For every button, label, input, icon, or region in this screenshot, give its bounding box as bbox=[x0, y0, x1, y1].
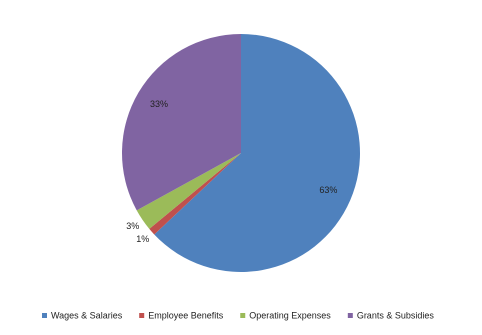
legend-marker bbox=[42, 313, 47, 318]
legend-label: Employee Benefits bbox=[148, 310, 224, 320]
pie-slice bbox=[136, 153, 241, 229]
pie-slice bbox=[121, 34, 241, 211]
data-label: 1% bbox=[136, 234, 149, 244]
legend-marker bbox=[240, 313, 246, 318]
legend-label: Wages & Salaries bbox=[51, 310, 123, 320]
legend-label: Operating Expenses bbox=[249, 310, 331, 320]
data-label: 3% bbox=[126, 221, 139, 231]
data-label: 63% bbox=[319, 185, 337, 195]
legend-marker bbox=[139, 313, 145, 318]
pie-slice bbox=[149, 153, 241, 235]
legend-label: Grants & Subsidies bbox=[357, 310, 435, 320]
legend-marker bbox=[347, 313, 353, 318]
pie-slice bbox=[154, 34, 361, 272]
data-label: 33% bbox=[150, 99, 168, 109]
